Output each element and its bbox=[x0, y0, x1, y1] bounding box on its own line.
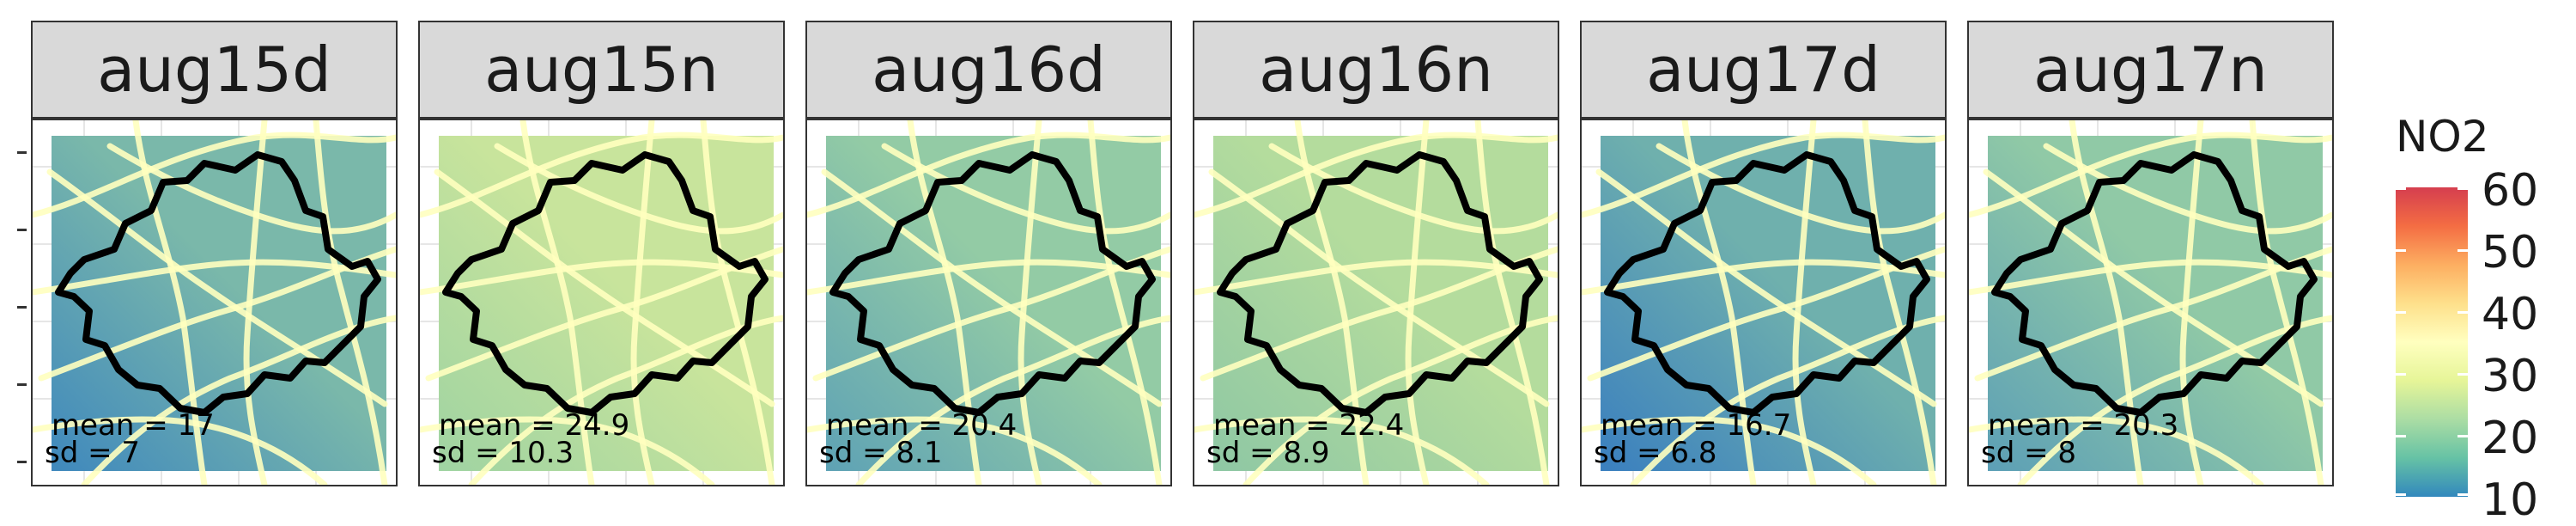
legend-tick-label: 20 bbox=[2482, 413, 2539, 464]
mean-label: mean = 20.4 bbox=[826, 408, 1018, 443]
y-axis-tick bbox=[17, 306, 27, 309]
colorbar-tick bbox=[2396, 435, 2406, 437]
city-boundary bbox=[1991, 151, 2318, 416]
colorbar-tick bbox=[2458, 493, 2468, 496]
mean-label: mean = 22.4 bbox=[1213, 408, 1405, 443]
city-boundary bbox=[55, 151, 381, 416]
no2-surface bbox=[52, 136, 386, 471]
sd-label: sd = 8 bbox=[1981, 436, 2077, 470]
map-plot: mean = 20.3 sd = 8 bbox=[1967, 119, 2334, 486]
facet-strip: aug17n bbox=[1967, 21, 2334, 119]
legend-tick-label: 10 bbox=[2482, 474, 2539, 526]
colorbar-tick bbox=[2458, 373, 2468, 376]
legend-tick-label: 30 bbox=[2482, 351, 2539, 402]
map-plot: mean = 20.4 sd = 8.1 bbox=[805, 119, 1172, 486]
map-canvas bbox=[420, 120, 783, 485]
legend-tick-label: 50 bbox=[2482, 227, 2539, 278]
colorbar-tick bbox=[2458, 311, 2468, 314]
facet-label: aug17n bbox=[2033, 34, 2268, 106]
sd-label: sd = 8.9 bbox=[1206, 436, 1330, 470]
facet-panel: aug15n mean = 24.9 sd = 10.3 bbox=[418, 21, 785, 486]
facet-label: aug15d bbox=[97, 34, 331, 106]
sd-label: sd = 6.8 bbox=[1594, 436, 1717, 470]
facet-panel: aug15d mean = 17 sd = 7 bbox=[31, 21, 398, 486]
facet-label: aug16n bbox=[1259, 34, 1493, 106]
colorbar-tick bbox=[2458, 187, 2468, 190]
colorbar-tick bbox=[2396, 249, 2406, 252]
map-plot: mean = 24.9 sd = 10.3 bbox=[418, 119, 785, 486]
facet-label: aug16d bbox=[872, 34, 1106, 106]
facet-panel: aug16d mean = 20.4 sd = 8.1 bbox=[805, 21, 1172, 486]
y-axis-tick bbox=[17, 383, 27, 386]
facet-strip: aug16d bbox=[805, 21, 1172, 119]
y-axis-tick bbox=[17, 151, 27, 154]
mean-label: mean = 20.3 bbox=[1988, 408, 2179, 443]
legend-title: NO2 bbox=[2396, 112, 2489, 162]
city-boundary bbox=[1604, 151, 1930, 416]
map-plot: mean = 22.4 sd = 8.9 bbox=[1193, 119, 1559, 486]
y-axis-tick bbox=[17, 229, 27, 231]
city-boundary bbox=[829, 151, 1156, 416]
road-network bbox=[1582, 120, 1945, 485]
sd-label: sd = 10.3 bbox=[432, 436, 574, 470]
map-canvas bbox=[1582, 120, 1945, 485]
city-boundary bbox=[1217, 151, 1543, 416]
map-plot: mean = 17 sd = 7 bbox=[31, 119, 398, 486]
colorbar-tick bbox=[2396, 493, 2406, 496]
colorbar-tick bbox=[2458, 249, 2468, 252]
mean-label: mean = 24.9 bbox=[439, 408, 630, 443]
facet-panel: aug16n mean = 22.4 sd = 8.9 bbox=[1193, 21, 1559, 486]
legend-tick-label: 40 bbox=[2482, 289, 2539, 340]
sd-label: sd = 8.1 bbox=[819, 436, 943, 470]
mean-label: mean = 17 bbox=[52, 408, 215, 443]
map-plot: mean = 16.7 sd = 6.8 bbox=[1580, 119, 1947, 486]
y-axis-tick bbox=[17, 461, 27, 463]
colorbar-tick bbox=[2396, 373, 2406, 376]
no2-surface bbox=[439, 136, 774, 471]
legend-tick-label: 60 bbox=[2482, 165, 2539, 217]
no2-surface bbox=[826, 136, 1161, 471]
facet-panel: aug17d mean = 16.7 sd = 6.8 bbox=[1580, 21, 1947, 486]
facet-strip: aug15n bbox=[418, 21, 785, 119]
road-network bbox=[1969, 120, 2332, 485]
sd-label: sd = 7 bbox=[45, 436, 141, 470]
facet-strip: aug16n bbox=[1193, 21, 1559, 119]
map-canvas bbox=[33, 120, 396, 485]
legend-colorbar bbox=[2396, 187, 2468, 497]
map-canvas bbox=[807, 120, 1170, 485]
facet-strip: aug15d bbox=[31, 21, 398, 119]
colorbar-tick bbox=[2396, 311, 2406, 314]
colorbar-tick bbox=[2458, 435, 2468, 437]
map-canvas bbox=[1969, 120, 2332, 485]
facet-strip: aug17d bbox=[1580, 21, 1947, 119]
map-canvas bbox=[1194, 120, 1558, 485]
no2-surface bbox=[1601, 136, 1935, 471]
city-boundary bbox=[442, 151, 769, 416]
facet-label: aug15n bbox=[484, 34, 719, 106]
no2-surface bbox=[1988, 136, 2323, 471]
no2-surface bbox=[1213, 136, 1548, 471]
y-axis bbox=[0, 0, 31, 516]
facet-label: aug17d bbox=[1646, 34, 1880, 106]
mean-label: mean = 16.7 bbox=[1601, 408, 1792, 443]
facet-panel: aug17n mean = 20.3 sd = 8 bbox=[1967, 21, 2334, 486]
colorbar-tick bbox=[2396, 187, 2406, 190]
